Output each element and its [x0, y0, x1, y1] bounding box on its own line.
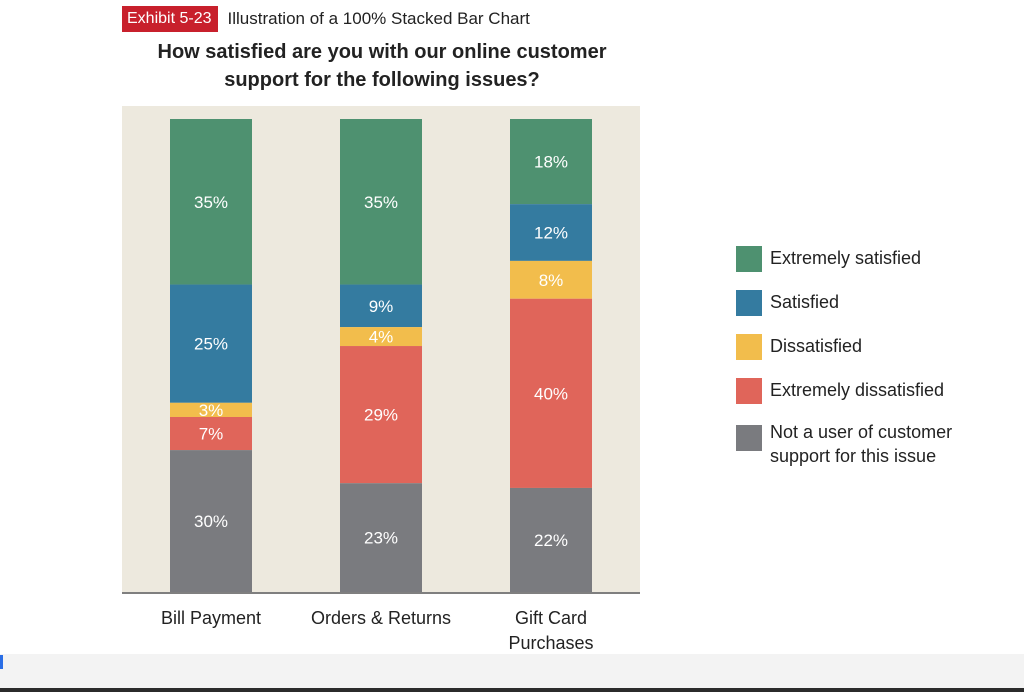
- chart-title-line-1: How satisfied are you with our online cu…: [157, 41, 607, 63]
- legend-label: Satisfied: [770, 290, 990, 314]
- x-tick-label: Orders & Returns: [311, 608, 451, 628]
- legend-label-line: Extremely satisfied: [770, 248, 922, 268]
- legend-label: Extremely satisfied: [770, 246, 990, 270]
- legend-item: Not a user of customer support for this i…: [736, 420, 990, 468]
- bar-segment-gift-card-purchases-satisfied: [510, 204, 592, 261]
- legend-label-line: support for this issue: [770, 446, 937, 466]
- legend-swatch: [736, 334, 762, 360]
- chart-title: How satisfied are you with our online cu…: [122, 38, 642, 94]
- exhibit-caption: Illustration of a 100% Stacked Bar Chart: [227, 9, 530, 28]
- bar-segment-bill-payment-dissatisfied: [170, 402, 252, 417]
- bar-segment-bill-payment-extremely-dissatisfied: [170, 416, 252, 451]
- legend-label-line: Dissatisfied: [770, 336, 863, 356]
- bar-segment-gift-card-purchases-extremely-satisfied: [510, 119, 592, 205]
- data-label-bill-payment-extremely-dissatisfied: 7%: [199, 425, 224, 444]
- legend-swatch: [736, 378, 762, 404]
- data-label-bill-payment-not-a-user-of-customer-s: 30%: [194, 512, 228, 531]
- bar-segment-bill-payment-not-a-user-of-customer-s: [170, 450, 252, 592]
- bar-segment-orders-returns-extremely-satisfied: [340, 119, 422, 285]
- x-tick-label: Bill Payment: [161, 608, 261, 628]
- data-label-orders-returns-extremely-satisfied: 35%: [364, 193, 398, 212]
- bar-segment-bill-payment-extremely-satisfied: [170, 119, 252, 285]
- bar-segment-gift-card-purchases-extremely-dissatisfied: [510, 298, 592, 488]
- legend-swatch: [736, 425, 762, 451]
- legend-label: Dissatisfied: [770, 334, 990, 358]
- bar-segment-orders-returns-extremely-dissatisfied: [340, 346, 422, 484]
- data-label-bill-payment-satisfied: 25%: [194, 335, 228, 354]
- data-label-orders-returns-satisfied: 9%: [369, 297, 394, 316]
- legend-item: Satisfied: [736, 290, 990, 316]
- exhibit-label: Exhibit 5-23: [122, 6, 218, 32]
- data-label-bill-payment-extremely-satisfied: 35%: [194, 193, 228, 212]
- legend-swatch: [736, 246, 762, 272]
- bar-segment-gift-card-purchases-not-a-user-of-customer-s: [510, 487, 592, 592]
- bar-segment-gift-card-purchases-dissatisfied: [510, 260, 592, 299]
- x-tick-label: Gift Card Purchases: [508, 608, 593, 653]
- legend-label-line: Not a user of customer: [770, 422, 953, 442]
- data-label-orders-returns-not-a-user-of-customer-s: 23%: [364, 529, 398, 548]
- data-label-gift-card-purchases-dissatisfied: 8%: [539, 271, 564, 290]
- data-label-orders-returns-dissatisfied: 4%: [369, 328, 394, 347]
- legend-swatch: [736, 290, 762, 316]
- legend-item: Extremely satisfied: [736, 246, 990, 272]
- legend-label-line: Extremely dissatisfied: [770, 380, 945, 400]
- bar-segment-orders-returns-satisfied: [340, 284, 422, 328]
- data-label-gift-card-purchases-satisfied: 12%: [534, 224, 568, 243]
- legend-item: Extremely dissatisfied: [736, 378, 990, 404]
- exhibit-header: Exhibit 5-23 Illustration of a 100% Stac…: [122, 6, 530, 32]
- scroll-indicator: [0, 655, 3, 669]
- data-label-gift-card-purchases-extremely-dissatisfied: 40%: [534, 384, 568, 403]
- bar-segment-orders-returns-dissatisfied: [340, 327, 422, 347]
- data-label-orders-returns-extremely-dissatisfied: 29%: [364, 406, 398, 425]
- data-label-bill-payment-dissatisfied: 3%: [199, 401, 224, 420]
- bar-segment-bill-payment-satisfied: [170, 284, 252, 403]
- legend-label: Extremely dissatisfied: [770, 378, 990, 402]
- bottom-border: [0, 688, 1024, 692]
- chart-title-line-2: support for the following issues?: [224, 69, 540, 91]
- data-label-gift-card-purchases-extremely-satisfied: 18%: [534, 153, 568, 172]
- bottom-toolbar: [0, 654, 1024, 688]
- legend-label: Not a user of customer support for this i…: [770, 420, 990, 468]
- data-label-gift-card-purchases-not-a-user-of-customer-s: 22%: [534, 531, 568, 550]
- legend-label-line: Satisfied: [770, 292, 840, 312]
- bar-segment-orders-returns-not-a-user-of-customer-s: [340, 483, 422, 592]
- legend-item: Dissatisfied: [736, 334, 990, 360]
